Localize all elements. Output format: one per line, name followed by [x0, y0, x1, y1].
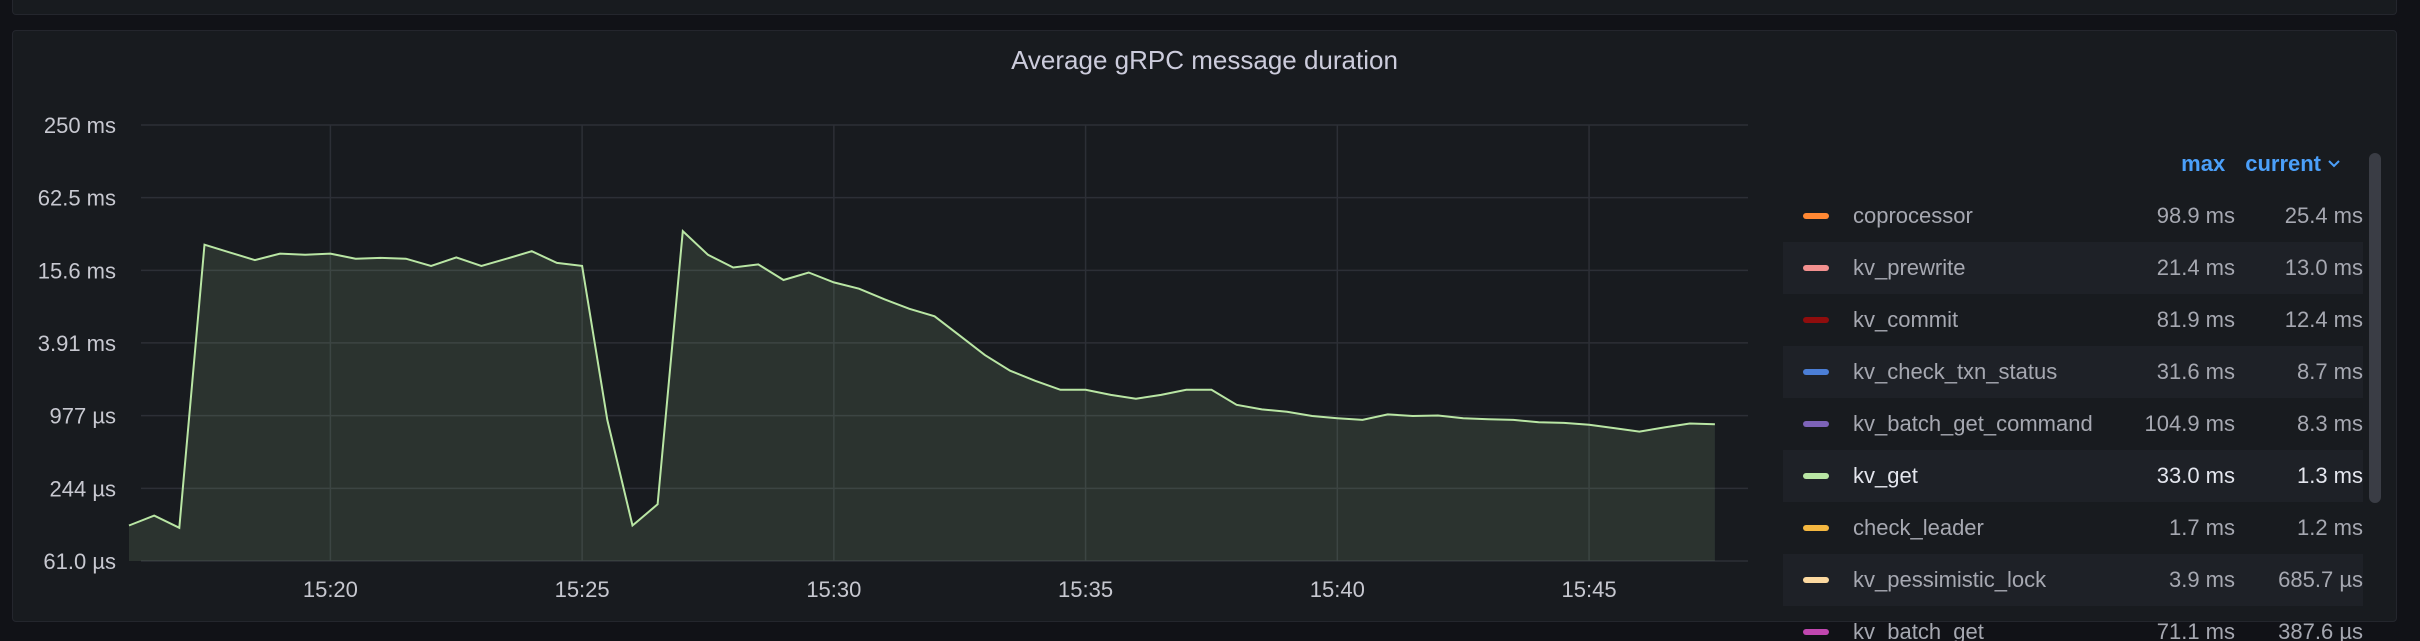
legend-current-value: 387.6 µs [2235, 619, 2363, 641]
y-tick-label: 3.91 ms [38, 331, 116, 356]
legend-series-name: kv_check_txn_status [1853, 359, 2115, 385]
legend-scrollbar[interactable] [2369, 153, 2381, 503]
legend-sort-current[interactable]: current [2245, 151, 2341, 177]
y-tick-label: 250 ms [44, 113, 116, 138]
legend-series-name: coprocessor [1853, 203, 2115, 229]
legend-current-value: 8.3 ms [2235, 411, 2363, 437]
legend-color-swatch[interactable] [1803, 577, 1829, 583]
legend-header: max current [2181, 151, 2341, 177]
x-tick-label: 15:25 [555, 577, 610, 602]
legend-max-value: 71.1 ms [2115, 619, 2235, 641]
legend-current-value: 8.7 ms [2235, 359, 2363, 385]
legend-color-swatch[interactable] [1803, 421, 1829, 427]
legend-max-value: 3.9 ms [2115, 567, 2235, 593]
legend-color-swatch[interactable] [1803, 265, 1829, 271]
legend-color-swatch[interactable] [1803, 525, 1829, 531]
legend-sort-max[interactable]: max [2181, 151, 2225, 177]
legend-max-value: 21.4 ms [2115, 255, 2235, 281]
legend-max-value: 33.0 ms [2115, 463, 2235, 489]
legend-color-swatch[interactable] [1803, 473, 1829, 479]
legend-series-name: check_leader [1853, 515, 2115, 541]
chevron-down-icon [2327, 159, 2341, 169]
x-tick-label: 15:35 [1058, 577, 1113, 602]
legend-color-swatch[interactable] [1803, 213, 1829, 219]
legend-max-value: 1.7 ms [2115, 515, 2235, 541]
legend-current-value: 13.0 ms [2235, 255, 2363, 281]
y-tick-label: 61.0 µs [43, 549, 116, 574]
legend-max-value: 104.9 ms [2115, 411, 2235, 437]
legend-series-name: kv_prewrite [1853, 255, 2115, 281]
x-tick-label: 15:40 [1310, 577, 1365, 602]
x-tick-label: 15:45 [1562, 577, 1617, 602]
legend-series-name: kv_pessimistic_lock [1853, 567, 2115, 593]
y-tick-label: 977 µs [50, 404, 117, 429]
legend-color-swatch[interactable] [1803, 629, 1829, 635]
legend-max-value: 31.6 ms [2115, 359, 2235, 385]
legend-current-value: 1.3 ms [2235, 463, 2363, 489]
x-tick-label: 15:30 [806, 577, 861, 602]
legend-max-value: 81.9 ms [2115, 307, 2235, 333]
legend-current-label: current [2245, 151, 2321, 177]
legend-current-value: 12.4 ms [2235, 307, 2363, 333]
legend-current-value: 685.7 µs [2235, 567, 2363, 593]
legend-current-value: 25.4 ms [2235, 203, 2363, 229]
y-tick-label: 62.5 ms [38, 186, 116, 211]
series-area-kv-get [129, 231, 1715, 561]
legend-series-name: kv_batch_get_command [1853, 411, 2115, 437]
legend-color-swatch[interactable] [1803, 317, 1829, 323]
legend-series-name: kv_batch_get [1853, 619, 2115, 641]
previous-panel-edge [12, 0, 2397, 15]
legend-color-swatch[interactable] [1803, 369, 1829, 375]
chart-plot-area[interactable]: 250 ms 62.5 ms 15.6 ms 3.91 ms 977 µs 244 µs 6… [13, 31, 1773, 621]
x-tick-label: 15:20 [303, 577, 358, 602]
y-tick-label: 244 µs [50, 476, 117, 501]
legend-series-name: kv_commit [1853, 307, 2115, 333]
legend-current-value: 1.2 ms [2235, 515, 2363, 541]
y-tick-label: 15.6 ms [38, 258, 116, 283]
legend-max-value: 98.9 ms [2115, 203, 2235, 229]
legend-series-name: kv_get [1853, 463, 2115, 489]
